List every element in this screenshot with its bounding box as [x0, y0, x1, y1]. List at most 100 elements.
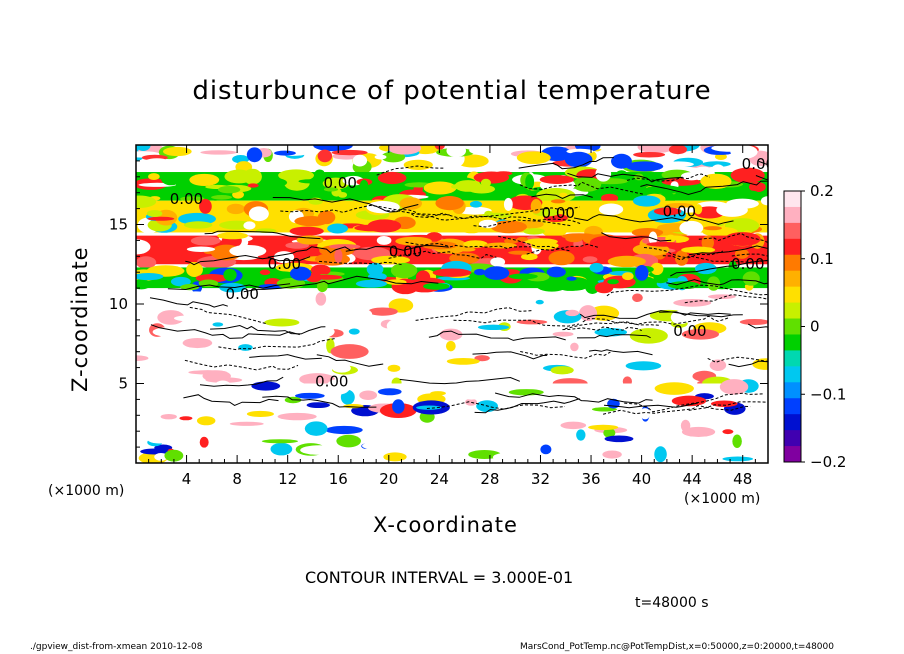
field-blob	[564, 151, 593, 168]
field-blob	[136, 355, 149, 362]
x-axis-label: X-coordinate	[373, 513, 518, 537]
field-blob	[368, 307, 398, 316]
field-blob	[634, 173, 644, 181]
field-blob	[317, 280, 328, 293]
field-blob	[212, 322, 224, 327]
field-blob	[540, 444, 552, 455]
field-blob	[182, 337, 213, 349]
field-blob	[294, 456, 330, 463]
contour-line	[280, 204, 450, 216]
field-blob	[366, 200, 400, 214]
heatmap-field	[136, 145, 768, 463]
field-blob	[530, 199, 542, 214]
field-blob	[196, 416, 216, 426]
colorbar-segment	[784, 254, 801, 272]
field-blob	[665, 234, 676, 243]
contour-line	[643, 247, 724, 259]
field-blob	[198, 279, 219, 288]
contour-line	[386, 206, 580, 221]
field-blob	[465, 398, 477, 406]
field-blob	[622, 272, 634, 281]
time-label: t=48000 s	[635, 595, 709, 611]
field-blob	[264, 318, 300, 327]
field-blob	[247, 183, 259, 188]
contour-line	[167, 283, 291, 291]
field-blob	[136, 239, 151, 255]
field-blob	[654, 446, 667, 463]
field-blob	[377, 388, 402, 396]
field-blob	[432, 268, 472, 277]
field-blob	[662, 161, 694, 168]
field-blob	[463, 392, 480, 400]
field-blob	[490, 257, 506, 267]
field-blob	[217, 185, 241, 194]
field-blob	[600, 193, 619, 203]
field-blob	[367, 219, 402, 233]
contour-line	[758, 160, 768, 165]
field-blob	[381, 151, 406, 163]
x-tick-label: 32	[531, 470, 550, 488]
field-blob	[602, 450, 622, 459]
field-blob	[730, 145, 758, 159]
field-blob	[671, 395, 707, 407]
field-blob	[430, 391, 446, 396]
field-blob	[710, 400, 738, 407]
field-blob	[508, 273, 538, 280]
contour-line	[399, 376, 520, 385]
field-blob	[654, 382, 694, 395]
field-blob	[539, 175, 575, 184]
contour-line	[272, 197, 419, 213]
field-blob	[243, 221, 256, 230]
contour-line	[453, 319, 580, 327]
field-blob	[289, 226, 324, 236]
field-blob	[702, 161, 731, 167]
field-blob	[662, 418, 687, 432]
field-blob	[160, 414, 177, 420]
field-blob	[251, 381, 281, 391]
field-blob	[681, 328, 719, 340]
field-blob	[355, 279, 387, 288]
field-blob	[508, 250, 532, 255]
field-blob	[525, 174, 535, 190]
field-blob	[300, 324, 335, 339]
contour-line	[755, 175, 768, 181]
field-blob	[480, 178, 491, 188]
field-blob	[714, 153, 727, 160]
field-blob	[477, 324, 510, 331]
field-blob	[395, 236, 432, 246]
field-blob	[565, 234, 584, 243]
contour-line	[531, 193, 593, 199]
field-blob	[330, 344, 369, 359]
contour-line	[376, 165, 445, 176]
contour-label: 0.00	[323, 174, 356, 192]
contour-line	[210, 324, 326, 335]
field-blob	[679, 220, 704, 236]
field-blob	[338, 191, 348, 198]
field-blob	[694, 262, 717, 275]
field-blob	[631, 228, 664, 237]
field-blob	[523, 228, 545, 235]
field-blob	[311, 274, 343, 280]
field-blob	[136, 145, 151, 152]
contour-label: 0.00	[268, 255, 301, 273]
field-blob	[148, 173, 160, 181]
x-tick-label: 12	[278, 470, 297, 488]
field-blob	[202, 370, 231, 382]
contour-line	[589, 349, 653, 356]
field-blob	[435, 450, 447, 461]
field-blob	[562, 203, 592, 208]
field-blob	[666, 361, 696, 374]
colorbar-segment	[784, 350, 801, 367]
field-blob	[543, 438, 582, 455]
field-blob	[168, 355, 189, 365]
colorbar-segment	[784, 206, 801, 224]
field-blob	[446, 357, 480, 365]
field-blob	[474, 355, 490, 362]
field-blob	[199, 436, 209, 448]
colorbar-tick-label: 0	[810, 318, 820, 336]
field-blob	[325, 425, 363, 435]
field-blob	[315, 292, 327, 306]
field-blob	[157, 310, 185, 325]
field-blob	[674, 250, 689, 266]
colorbar-segment	[784, 398, 801, 415]
